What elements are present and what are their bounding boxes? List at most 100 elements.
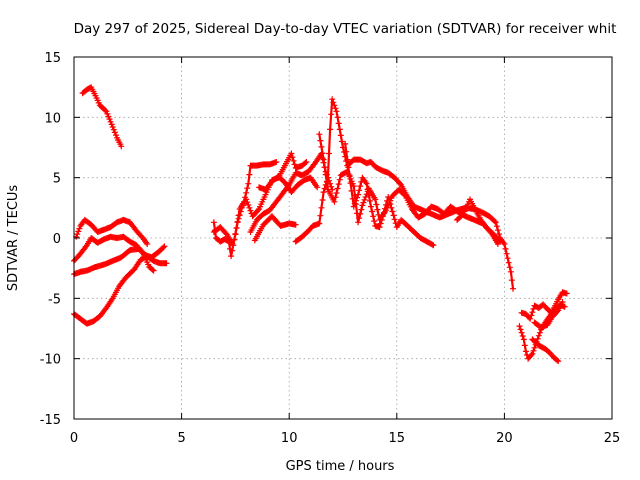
data-point	[459, 211, 466, 218]
data-point	[389, 208, 396, 215]
data-point	[228, 253, 235, 260]
data-point	[521, 342, 528, 349]
data-point	[519, 333, 526, 339]
data-point	[374, 206, 381, 213]
data-point	[531, 344, 538, 351]
data-point	[303, 159, 310, 165]
data-point	[314, 184, 321, 191]
data-point	[366, 197, 373, 204]
y-tick-label: -5	[48, 292, 61, 307]
data-point	[118, 143, 125, 150]
data-point	[328, 111, 335, 118]
data-point	[317, 137, 324, 144]
data-point	[113, 132, 119, 139]
data-point	[109, 124, 116, 130]
data-point	[110, 126, 117, 133]
data-point	[247, 207, 254, 214]
data-point	[372, 196, 379, 203]
data-point	[528, 352, 535, 358]
data-point	[536, 329, 543, 336]
data-point	[502, 245, 509, 252]
series-trace-18	[531, 299, 566, 331]
data-point	[320, 189, 327, 196]
data-point	[516, 323, 523, 330]
data-point	[76, 225, 83, 232]
data-point	[255, 207, 261, 214]
data-point	[508, 277, 515, 284]
data-point	[430, 242, 437, 249]
data-point	[371, 218, 378, 225]
data-point	[554, 357, 561, 364]
data-point	[336, 176, 343, 183]
x-axis-title: GPS time / hours	[286, 459, 395, 474]
series-trace-2	[71, 253, 170, 327]
series-line	[72, 255, 168, 325]
data-point	[149, 266, 156, 273]
data-point	[559, 299, 566, 305]
data-point	[527, 315, 534, 322]
chart-title: Day 297 of 2025, Sidereal Day-to-day VTE…	[74, 21, 617, 37]
data-point	[229, 247, 236, 254]
data-point	[555, 358, 562, 365]
data-point	[518, 329, 525, 336]
data-point	[352, 197, 359, 204]
data-point	[362, 194, 369, 200]
data-point	[365, 192, 372, 199]
x-tick-label: 5	[177, 431, 185, 446]
data-point	[337, 132, 344, 139]
data-point	[522, 348, 529, 355]
data-point	[338, 138, 345, 145]
data-point	[75, 228, 82, 235]
data-series	[71, 84, 570, 365]
x-tick-label: 15	[389, 431, 406, 446]
data-point	[347, 180, 354, 187]
data-point	[376, 224, 383, 231]
data-point	[554, 308, 561, 315]
data-point	[504, 255, 511, 262]
data-point	[327, 126, 334, 133]
y-tick-label: -15	[40, 413, 61, 428]
data-point	[387, 201, 394, 208]
data-point	[318, 204, 325, 211]
data-point	[397, 180, 403, 187]
data-point	[364, 186, 371, 193]
data-point	[302, 159, 309, 166]
y-tick-label: 10	[44, 111, 61, 126]
series-trace-4	[71, 233, 157, 274]
series-trace-17	[529, 336, 562, 365]
data-point	[361, 196, 368, 203]
data-point	[102, 107, 109, 114]
data-point	[535, 332, 542, 339]
data-point	[319, 197, 326, 203]
data-point	[332, 194, 339, 201]
data-point	[493, 223, 500, 230]
x-tick-label: 0	[70, 431, 78, 446]
data-point	[356, 215, 363, 222]
data-point	[163, 260, 170, 267]
data-point	[496, 231, 502, 238]
data-point	[319, 150, 326, 157]
data-point	[332, 105, 339, 112]
data-point	[144, 241, 151, 247]
data-point	[388, 204, 395, 211]
data-point	[355, 219, 362, 226]
data-point	[335, 181, 342, 188]
data-point	[331, 102, 338, 109]
data-point	[288, 150, 295, 157]
data-point	[232, 230, 239, 237]
data-point	[346, 172, 353, 179]
x-tick-label: 10	[281, 431, 298, 446]
data-point	[330, 99, 337, 106]
data-point	[492, 219, 499, 226]
data-point	[237, 208, 244, 215]
data-point	[273, 159, 280, 165]
x-tick-label: 25	[604, 431, 621, 446]
data-point	[506, 264, 513, 271]
data-point	[326, 150, 332, 157]
data-point	[331, 198, 338, 205]
data-point	[245, 202, 252, 208]
data-point	[244, 199, 251, 206]
data-point	[386, 197, 393, 204]
data-point	[344, 156, 351, 163]
